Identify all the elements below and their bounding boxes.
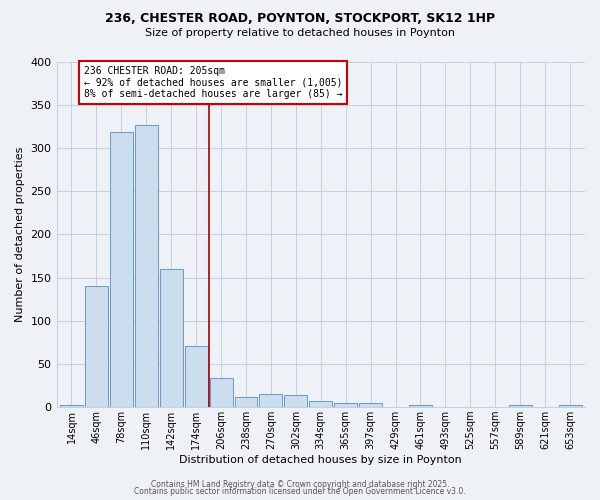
Bar — [359, 403, 382, 407]
Bar — [209, 378, 233, 407]
Bar — [559, 406, 581, 407]
Text: Size of property relative to detached houses in Poynton: Size of property relative to detached ho… — [145, 28, 455, 38]
X-axis label: Distribution of detached houses by size in Poynton: Distribution of detached houses by size … — [179, 455, 462, 465]
Bar — [60, 404, 83, 407]
Text: 236 CHESTER ROAD: 205sqm
← 92% of detached houses are smaller (1,005)
8% of semi: 236 CHESTER ROAD: 205sqm ← 92% of detach… — [84, 66, 343, 99]
Y-axis label: Number of detached properties: Number of detached properties — [15, 146, 25, 322]
Bar — [235, 397, 257, 407]
Bar — [160, 269, 182, 407]
Bar — [185, 346, 208, 407]
Bar — [409, 406, 432, 407]
Bar — [334, 403, 357, 407]
Bar — [284, 395, 307, 407]
Text: Contains public sector information licensed under the Open Government Licence v3: Contains public sector information licen… — [134, 488, 466, 496]
Bar — [85, 286, 108, 407]
Bar — [135, 126, 158, 407]
Bar — [310, 401, 332, 407]
Bar — [110, 132, 133, 407]
Bar — [259, 394, 283, 407]
Bar — [509, 406, 532, 407]
Text: 236, CHESTER ROAD, POYNTON, STOCKPORT, SK12 1HP: 236, CHESTER ROAD, POYNTON, STOCKPORT, S… — [105, 12, 495, 26]
Text: Contains HM Land Registry data © Crown copyright and database right 2025.: Contains HM Land Registry data © Crown c… — [151, 480, 449, 489]
